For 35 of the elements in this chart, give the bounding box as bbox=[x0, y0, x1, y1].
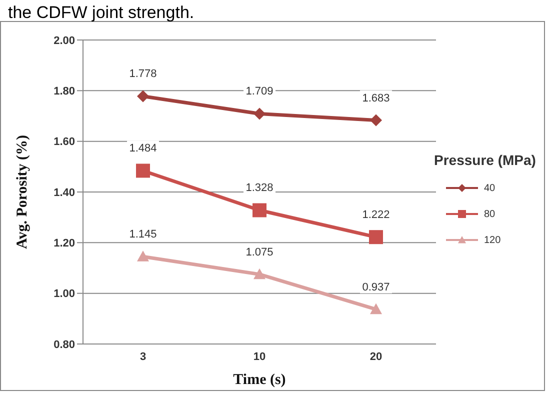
point bbox=[370, 114, 382, 126]
text: the CDFW joint strength. bbox=[8, 3, 196, 22]
x-tick-label: 10 bbox=[253, 350, 266, 363]
y-axis-title: Avg. Porosity (%) bbox=[14, 134, 30, 250]
point bbox=[136, 164, 150, 178]
point bbox=[254, 108, 266, 120]
data-label: 1.145 bbox=[129, 228, 157, 241]
point bbox=[369, 230, 383, 244]
y-tick-label: 1.40 bbox=[54, 186, 75, 199]
y-tick-label: 2.00 bbox=[54, 34, 75, 47]
data-label: 1.709 bbox=[246, 86, 274, 98]
x-axis-title: Time (s) bbox=[233, 372, 286, 388]
data-label: 1.484 bbox=[129, 142, 157, 155]
point bbox=[137, 250, 149, 262]
point bbox=[370, 303, 382, 314]
y-tick-label: 1.60 bbox=[54, 136, 75, 148]
point bbox=[254, 268, 266, 280]
legend-label: 40 bbox=[484, 182, 496, 194]
legend-label: 80 bbox=[484, 208, 496, 220]
legend-label: 120 bbox=[484, 234, 501, 246]
point bbox=[252, 203, 266, 218]
y-tick-label: 1.20 bbox=[54, 238, 75, 250]
y-tick-label: 0.80 bbox=[54, 338, 75, 351]
legend-title: Pressure (MPa) bbox=[434, 152, 537, 168]
data-label: 1.683 bbox=[362, 92, 390, 104]
data-label: 1.075 bbox=[246, 246, 274, 258]
x-tick-label: 3 bbox=[140, 350, 146, 363]
point bbox=[137, 90, 149, 102]
data-label: 0.937 bbox=[362, 281, 390, 294]
y-tick-label: 1.80 bbox=[54, 86, 75, 98]
data-label: 1.778 bbox=[129, 68, 157, 80]
data-label: 1.328 bbox=[246, 182, 274, 194]
y-tick-label: 1.00 bbox=[54, 288, 75, 300]
data-label: 1.222 bbox=[362, 209, 390, 222]
x-tick-label: 20 bbox=[370, 350, 382, 363]
